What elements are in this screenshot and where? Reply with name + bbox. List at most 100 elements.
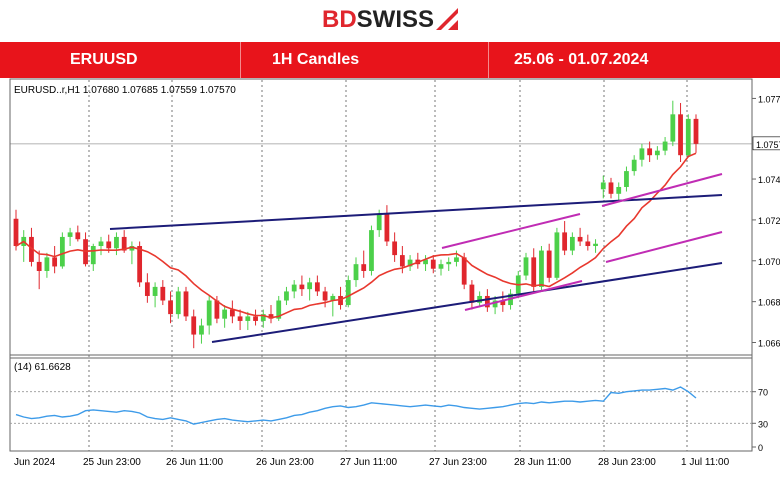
bull-candle bbox=[276, 300, 282, 319]
bear-candle bbox=[469, 284, 475, 303]
bull-candle bbox=[307, 282, 313, 290]
y-tick-label: 1.06695 bbox=[758, 339, 780, 349]
bear-candle bbox=[52, 257, 58, 267]
axes: Jun 2024 25 Jun 23:00 26 Jun 11:00 26 Jun 2… bbox=[9, 78, 780, 468]
banner-timeframe: 1H Candles bbox=[272, 51, 360, 68]
channel-lower-line bbox=[464, 280, 583, 311]
bull-candle bbox=[423, 259, 428, 265]
bear-candle bbox=[322, 291, 328, 301]
bull-candle bbox=[454, 257, 459, 262]
y-tick-label: 1.07415 bbox=[758, 175, 780, 185]
bull-candle bbox=[446, 261, 452, 265]
bull-candle bbox=[284, 291, 289, 301]
bull-candle bbox=[59, 236, 65, 267]
moving-average-line bbox=[15, 152, 697, 319]
bull-candle bbox=[114, 236, 119, 249]
chart-info: EURUSD..r,H1 1.07680 1.07685 1.07559 1.0… bbox=[14, 85, 236, 96]
bear-candle bbox=[121, 236, 127, 251]
bull-candle bbox=[44, 257, 50, 271]
x-tick-label: 27 Jun 23:00 bbox=[429, 457, 487, 468]
rsi-level-label: 30 bbox=[758, 419, 768, 429]
rsi-level-label: 70 bbox=[758, 388, 768, 398]
bear-candle bbox=[183, 291, 189, 317]
bull-candle bbox=[175, 291, 181, 315]
rsi-level-label: 0 bbox=[758, 443, 763, 453]
y-tick-label: 1.07770 bbox=[758, 94, 780, 104]
bear-candle bbox=[106, 241, 112, 249]
bull-candle bbox=[245, 316, 251, 321]
bear-candle bbox=[168, 300, 173, 315]
y-tick-label: 1.06875 bbox=[758, 298, 780, 308]
bull-candle bbox=[616, 186, 622, 194]
bull-candle bbox=[593, 243, 598, 247]
x-tick-label: 26 Jun 23:00 bbox=[256, 457, 314, 468]
bear-candle bbox=[137, 246, 143, 283]
grid-lines bbox=[10, 80, 752, 451]
bull-candle bbox=[222, 309, 228, 319]
brand-name: BDSWISS bbox=[321, 6, 434, 33]
plot-frame bbox=[9, 78, 753, 452]
banner-divider bbox=[240, 42, 241, 78]
bull-candle bbox=[369, 230, 374, 271]
bull-candle bbox=[260, 314, 266, 321]
bear-candle bbox=[29, 236, 34, 262]
rsi-label: (14) 61.6628 bbox=[14, 362, 71, 373]
bull-candle bbox=[376, 214, 382, 231]
bear-candle bbox=[461, 257, 467, 285]
bear-candle bbox=[299, 284, 305, 290]
bear-candle bbox=[229, 309, 235, 317]
bear-candle bbox=[585, 241, 591, 247]
bull-candle bbox=[539, 250, 544, 287]
bull-candle bbox=[670, 114, 676, 142]
bear-candle bbox=[314, 282, 320, 292]
bull-candle bbox=[492, 300, 498, 308]
trend-overlays bbox=[15, 152, 723, 343]
bull-candle bbox=[67, 232, 73, 237]
bear-candle bbox=[75, 232, 81, 240]
rsi-line bbox=[15, 386, 697, 425]
bear-candle bbox=[647, 148, 653, 156]
price-chart: Jun 2024 25 Jun 23:00 26 Jun 11:00 26 Jun 2… bbox=[9, 78, 780, 468]
x-tick-label: 28 Jun 23:00 bbox=[598, 457, 656, 468]
bear-candle bbox=[214, 300, 220, 319]
bear-candle bbox=[399, 255, 405, 267]
bear-candle bbox=[144, 282, 150, 296]
bear-candle bbox=[500, 300, 506, 306]
bull-candle bbox=[685, 118, 691, 156]
current-price-label: 1.0757 bbox=[756, 140, 780, 150]
bear-candle bbox=[13, 218, 19, 247]
banner-symbol: ERUUSD bbox=[70, 51, 138, 68]
x-tick-label: 25 Jun 23:00 bbox=[83, 457, 141, 468]
chart-area: Jun 2024 25 Jun 23:00 26 Jun 11:00 26 Jun 2… bbox=[0, 78, 780, 482]
bear-candle bbox=[361, 264, 367, 271]
bear-candle bbox=[678, 114, 683, 156]
bear-candle bbox=[268, 314, 274, 319]
bear-candle bbox=[608, 182, 614, 194]
bull-candle bbox=[291, 284, 297, 292]
banner-date-range: 25.06 - 01.07.2024 bbox=[514, 51, 649, 68]
bull-candle bbox=[98, 241, 104, 247]
bear-candle bbox=[430, 259, 436, 269]
bear-candle bbox=[191, 316, 197, 335]
bear-candle bbox=[237, 316, 243, 321]
bear-candle bbox=[160, 286, 166, 301]
x-tick-label: 26 Jun 11:00 bbox=[166, 457, 224, 468]
bear-candle bbox=[338, 295, 343, 306]
bull-candle bbox=[654, 150, 660, 156]
bear-candle bbox=[36, 261, 42, 271]
x-tick-label: 28 Jun 11:00 bbox=[514, 457, 572, 468]
candles bbox=[13, 100, 699, 349]
bear-candle bbox=[531, 257, 537, 287]
bear-candle bbox=[562, 232, 568, 251]
bull-candle bbox=[600, 182, 606, 190]
support-trend-line bbox=[211, 262, 723, 343]
brand-logo: BDSWISS bbox=[0, 0, 780, 40]
bear-candle bbox=[392, 241, 398, 256]
channel-upper-line-2 bbox=[601, 173, 723, 207]
bull-candle bbox=[345, 280, 351, 306]
current-price-box bbox=[752, 136, 780, 151]
bear-candle bbox=[693, 118, 699, 144]
bull-candle bbox=[569, 236, 575, 251]
bear-candle bbox=[484, 295, 490, 308]
bull-candle bbox=[523, 257, 529, 276]
